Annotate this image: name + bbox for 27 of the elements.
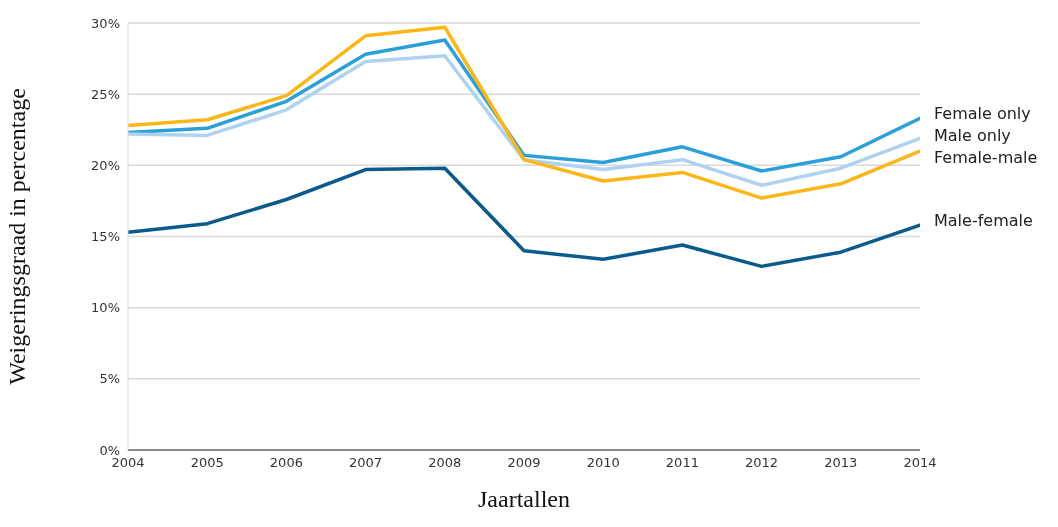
series-label: Male only [934,125,1011,145]
y-axis-title: Weigeringsgraad in percentage [3,88,30,385]
series-label: Female-male [934,147,1038,167]
x-tick-label: 2011 [665,455,699,471]
y-tick-label: 5% [99,371,120,387]
line-series [128,53,920,188]
x-tick-label: 2013 [824,455,858,471]
x-tick-label: 2007 [349,455,383,471]
x-tick-label: 2005 [190,455,224,471]
series-label: Male-female [934,210,1033,230]
y-tick-label: 10% [91,300,120,316]
x-tick-label: 2004 [111,455,145,471]
x-axis-title: Jaartallen [478,486,570,512]
line-series [128,38,920,173]
x-tick-label: 2014 [903,455,937,471]
y-tick-label: 0% [99,442,120,458]
line-series [128,166,920,269]
y-tick-label: 15% [91,229,120,245]
series-label: Female only [934,103,1031,123]
y-tick-label: 25% [91,86,120,102]
y-tick-label: 30% [91,15,120,31]
x-tick-label: 2012 [745,455,779,471]
y-tick-label: 20% [91,157,120,173]
x-tick-label: 2009 [507,455,541,471]
x-tick-label: 2008 [428,455,462,471]
x-tick-label: 2010 [586,455,620,471]
x-tick-label: 2006 [269,455,303,471]
